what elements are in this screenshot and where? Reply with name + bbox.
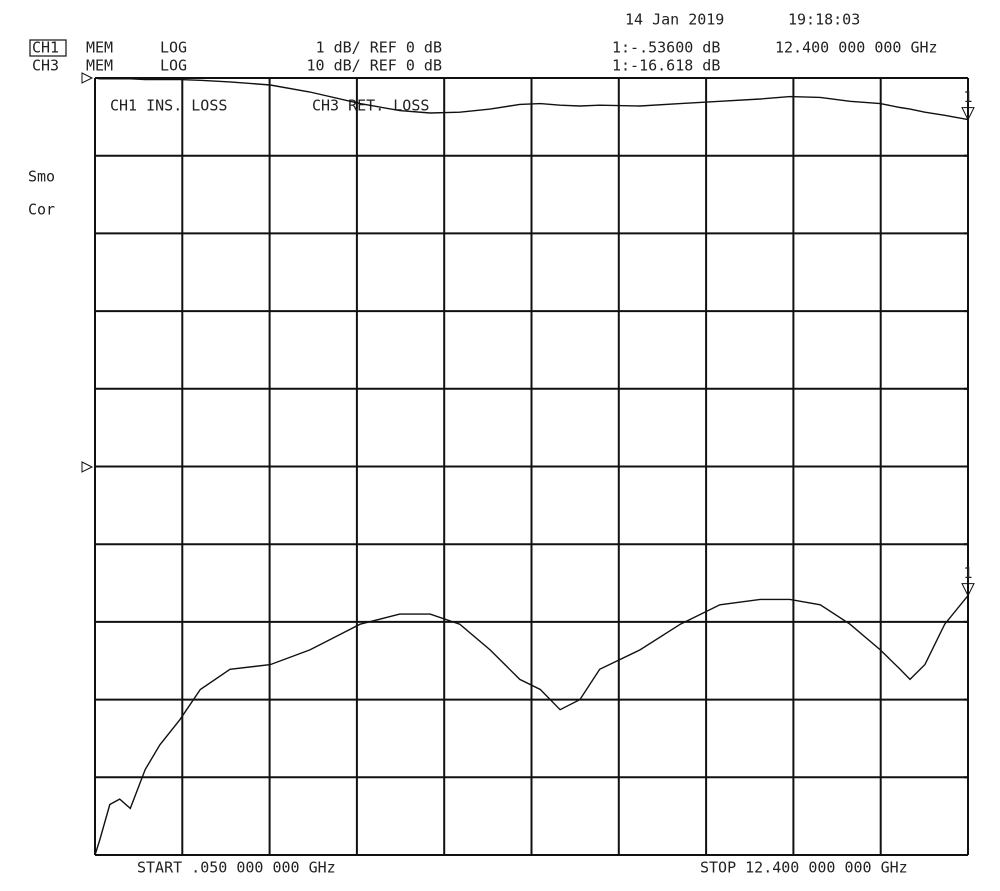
trace bbox=[94, 77, 969, 121]
trace-label: CH1 INS. LOSS bbox=[110, 97, 227, 115]
trace bbox=[94, 595, 969, 856]
marker-readout: 1:-16.618 dB bbox=[612, 57, 720, 75]
marker bbox=[961, 583, 975, 597]
channel-label: CH3 bbox=[32, 57, 59, 75]
reference-pointer bbox=[81, 461, 94, 473]
reference-pointer bbox=[81, 72, 94, 84]
channel-label: CH1 bbox=[32, 39, 59, 57]
marker-frequency: 12.400 000 000 GHz bbox=[775, 39, 938, 57]
marker bbox=[961, 107, 975, 121]
marker-label: 1 bbox=[963, 564, 972, 582]
start-label: START .050 000 000 GHz bbox=[137, 859, 336, 877]
channel-mode: MEM bbox=[86, 57, 113, 75]
date: 14 Jan 2019 bbox=[625, 11, 724, 29]
channel-scale: 10 dB/ REF 0 dB bbox=[307, 57, 442, 75]
channel-scale: 1 dB/ REF 0 dB bbox=[316, 39, 442, 57]
active-channel-box bbox=[29, 39, 67, 57]
marker-readout: 1:-.53600 dB bbox=[612, 39, 720, 57]
status-label: Cor bbox=[28, 201, 55, 219]
time: 19:18:03 bbox=[788, 11, 860, 29]
status-label: Smo bbox=[28, 168, 55, 186]
marker-label: 1 bbox=[963, 88, 972, 106]
channel-format: LOG bbox=[160, 57, 187, 75]
channel-mode: MEM bbox=[86, 39, 113, 57]
stop-label: STOP 12.400 000 000 GHz bbox=[700, 859, 908, 877]
channel-format: LOG bbox=[160, 39, 187, 57]
